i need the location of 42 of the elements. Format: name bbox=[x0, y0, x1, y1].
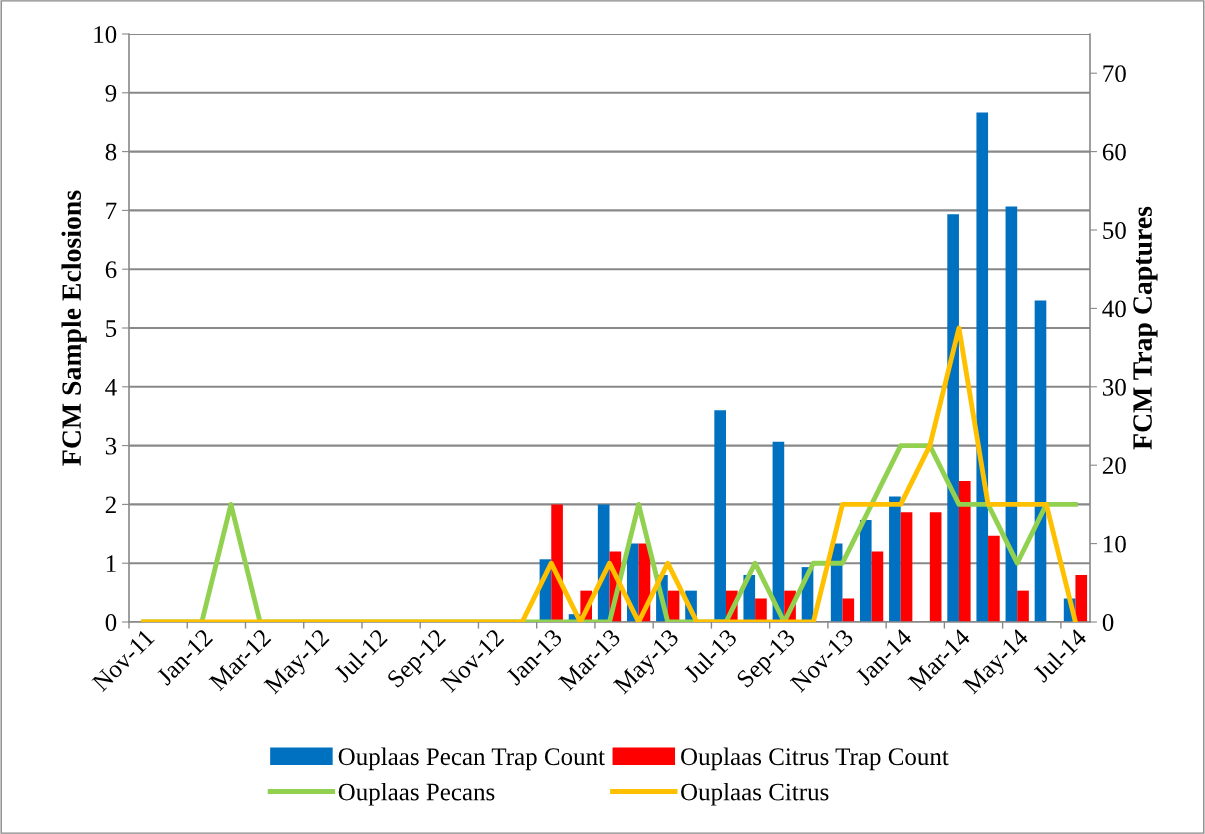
bar bbox=[889, 496, 901, 622]
y2-axis-title: FCM Trap Captures bbox=[1133, 206, 1158, 450]
bar bbox=[859, 520, 872, 622]
y-tick-label: 0 bbox=[105, 614, 117, 631]
y-tick-label: 9 bbox=[105, 84, 117, 102]
y-axis-title: FCM Sample Eclosions bbox=[61, 190, 87, 466]
y-tick-label: 3 bbox=[105, 437, 117, 455]
y2-tick-label: 20 bbox=[1102, 457, 1126, 475]
bar bbox=[1075, 574, 1088, 622]
y2-tick-label: 50 bbox=[1103, 222, 1126, 239]
bar bbox=[755, 598, 767, 622]
bar bbox=[871, 551, 884, 622]
y2-tick-label: 30 bbox=[1103, 378, 1126, 396]
y2-tick-label: 0 bbox=[1102, 614, 1114, 631]
y2-tick-label: 70 bbox=[1103, 65, 1126, 83]
y-tick-label: 10 bbox=[94, 26, 117, 43]
y-tick-label: 1 bbox=[106, 555, 116, 572]
y-tick-label: 7 bbox=[106, 202, 117, 220]
bar bbox=[988, 535, 1000, 622]
y-tick-label: 5 bbox=[106, 320, 117, 337]
y-tick-label: 4 bbox=[105, 379, 117, 396]
line-series bbox=[141, 325, 1078, 622]
bar bbox=[714, 410, 726, 622]
y-tick-label: 2 bbox=[105, 496, 116, 514]
bar bbox=[958, 480, 971, 622]
legend-label: Ouplaas Citrus bbox=[681, 782, 829, 806]
bar bbox=[900, 512, 913, 622]
bar bbox=[929, 512, 942, 622]
bar bbox=[1017, 590, 1029, 622]
legend-label: Ouplaas Citrus Trap Count bbox=[681, 747, 949, 771]
y2-tick-label: 10 bbox=[1104, 535, 1126, 553]
bar bbox=[842, 598, 855, 622]
y2-tick-label: 60 bbox=[1102, 143, 1126, 161]
bar bbox=[947, 214, 959, 622]
bar bbox=[976, 112, 989, 622]
y2-tick-label: 40 bbox=[1102, 300, 1126, 318]
legend-label: Ouplaas Pecans bbox=[338, 782, 495, 806]
bar bbox=[1034, 300, 1047, 622]
y-tick-label: 6 bbox=[105, 261, 117, 279]
y-tick-label: 8 bbox=[105, 143, 117, 161]
legend-label: Ouplaas Pecan Trap Count bbox=[338, 747, 605, 771]
bar bbox=[1005, 206, 1018, 622]
